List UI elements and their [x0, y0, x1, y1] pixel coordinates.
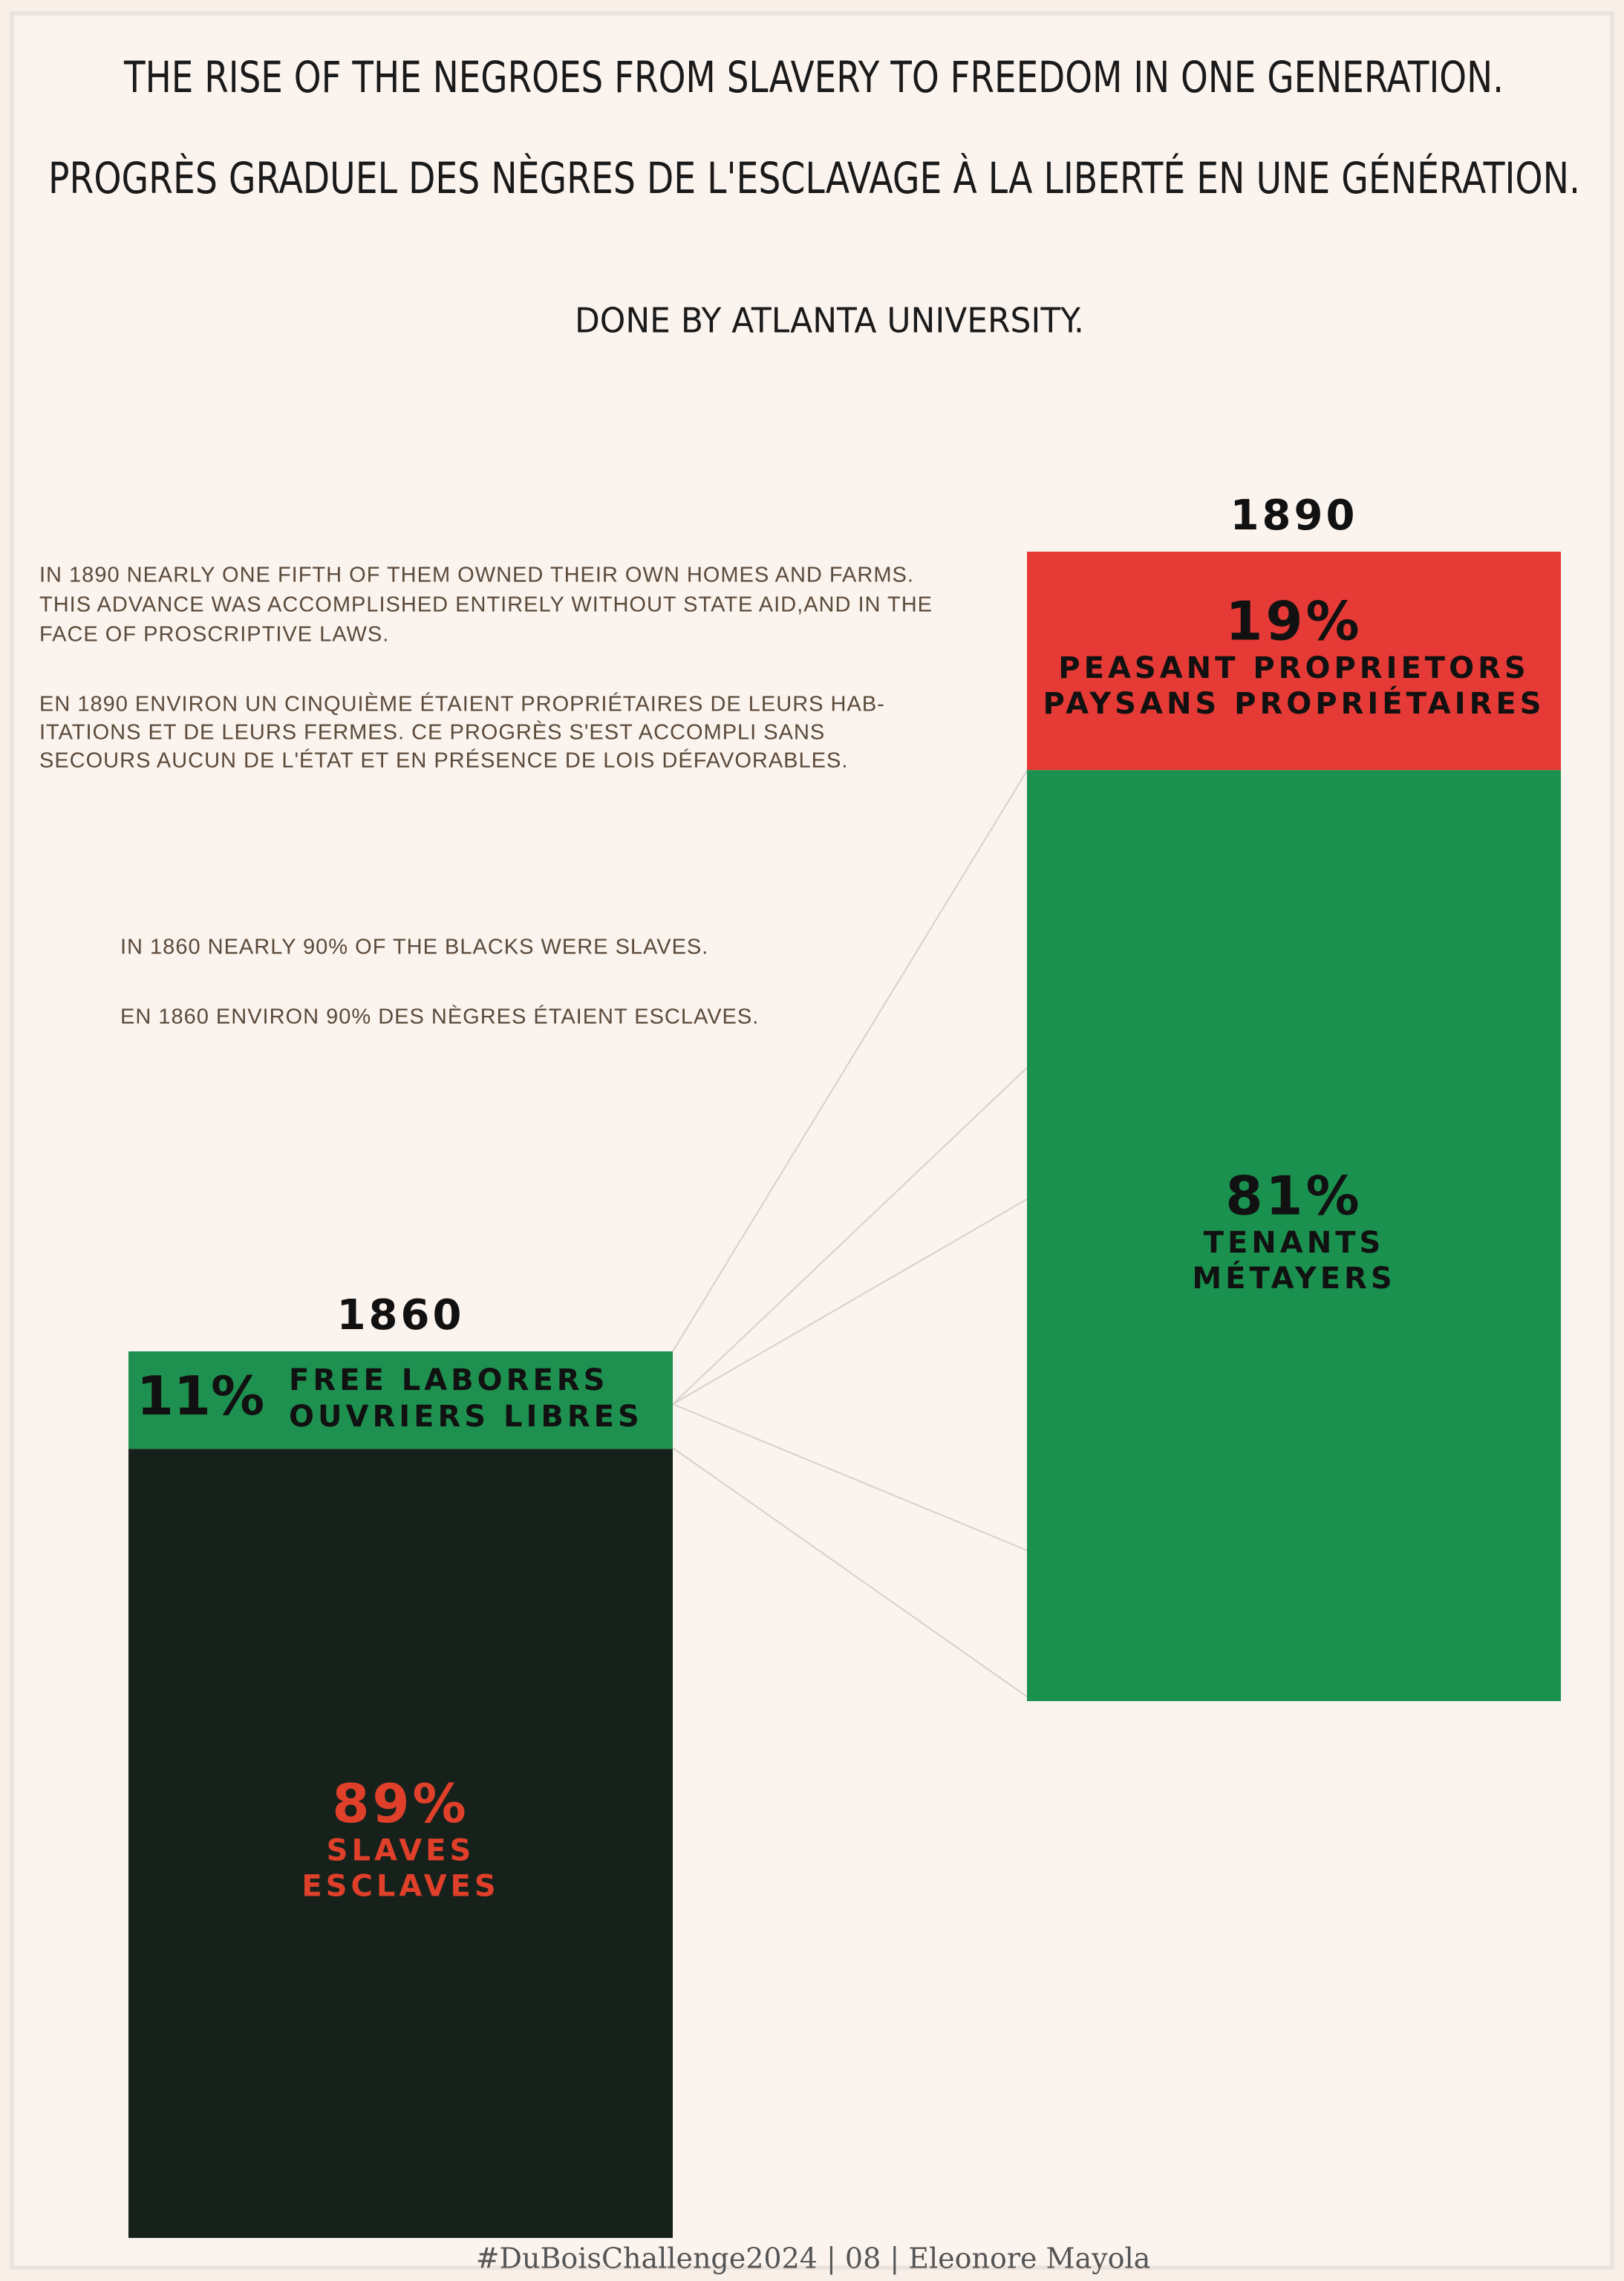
- connector: [672, 1067, 1028, 1405]
- connector: [672, 1198, 1028, 1405]
- segment-label: OUVRIERS LIBRES: [289, 1400, 643, 1434]
- title: THE RISE OF THE NEGROES FROM SLAVERY TO …: [123, 52, 1504, 102]
- segment-label: TENANTS: [1204, 1226, 1385, 1260]
- annotation: SECOURS AUCUN DE L'ÉTAT ET EN PRÉSENCE D…: [39, 748, 848, 773]
- segment-label: SLAVES: [327, 1834, 475, 1868]
- annotation: EN 1890 ENVIRON UN CINQUIÈME ÉTAIENT PRO…: [39, 692, 885, 717]
- annotation: EN 1860 ENVIRON 90% DES NÈGRES ÉTAIENT E…: [120, 1005, 759, 1029]
- segment-label: MÉTAYERS: [1192, 1260, 1395, 1296]
- annotation: FACE OF PROSCRIPTIVE LAWS.: [39, 623, 389, 647]
- annotation: THIS ADVANCE WAS ACCOMPLISHED ENTIRELY W…: [39, 593, 933, 617]
- segment-label: ESCLAVES: [301, 1870, 499, 1904]
- value-label: 89%: [332, 1772, 469, 1835]
- connector: [672, 1447, 1028, 1697]
- value-label: 81%: [1225, 1165, 1362, 1227]
- value-label: 19%: [1225, 590, 1362, 653]
- bar-segment: [128, 1449, 673, 2238]
- connectors: [672, 770, 1028, 1697]
- connector: [672, 1403, 1028, 1551]
- segment-label: PEASANT PROPRIETORS: [1058, 651, 1529, 685]
- connector: [672, 770, 1028, 1352]
- caption: #DuBoisChallenge2024 | 08 | Eleonore May…: [476, 2242, 1151, 2275]
- bar-category: 1890: [1230, 492, 1358, 540]
- segment-label: FREE LABORERS: [289, 1363, 608, 1397]
- annotation: IN 1860 NEARLY 90% OF THE BLACKS WERE SL…: [120, 936, 708, 959]
- bar-category: 1860: [337, 1291, 465, 1339]
- segment-label: PAYSANS PROPRIÉTAIRES: [1043, 685, 1545, 721]
- bar-segment: [1027, 552, 1561, 771]
- value-label: 11%: [137, 1365, 264, 1427]
- title-fr: PROGRÈS GRADUEL DES NÈGRES DE L'ESCLAVAG…: [48, 152, 1580, 203]
- annotation: ITATIONS ET DE LEURS FERMES. CE PROGRÈS …: [39, 720, 825, 745]
- bar-segment: [128, 1351, 673, 1449]
- subtitle: DONE BY ATLANTA UNIVERSITY.: [575, 301, 1084, 341]
- annotation: IN 1890 NEARLY ONE FIFTH OF THEM OWNED T…: [39, 564, 914, 587]
- bar-segment: [1027, 770, 1561, 1701]
